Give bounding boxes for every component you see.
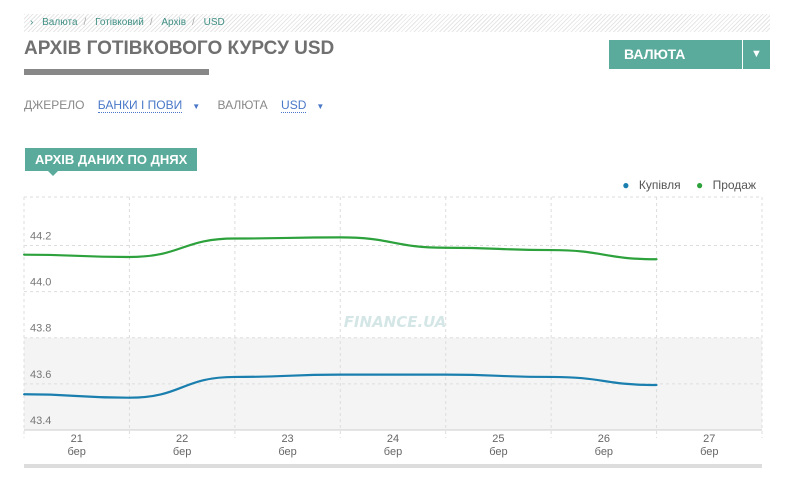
currency-select[interactable]: USD (281, 98, 307, 113)
y-tick-label: 44.2 (30, 230, 51, 242)
data-point (233, 237, 236, 240)
x-tick-month: бер (384, 446, 402, 458)
data-point (128, 255, 131, 258)
x-tick-month: бер (595, 446, 613, 458)
breadcrumb-item[interactable]: Валюта (42, 17, 78, 28)
data-point (444, 246, 447, 249)
chart-legend: ● Купівля ● Продаж (610, 178, 756, 192)
legend-item-sell[interactable]: ● Продаж (695, 178, 756, 192)
chevron-right-icon: › (30, 17, 34, 28)
currency-label: ВАЛЮТА (217, 98, 268, 112)
breadcrumb-item[interactable]: Готівковий (95, 17, 144, 28)
data-point (23, 393, 25, 396)
data-point (233, 375, 236, 378)
caret-down-icon[interactable]: ▼ (192, 102, 201, 111)
data-point (444, 373, 447, 376)
x-tick-day: 22 (176, 433, 188, 445)
x-tick-month: бер (489, 446, 507, 458)
source-label: ДЖЕРЕЛО (24, 98, 85, 112)
x-tick-day: 23 (281, 433, 293, 445)
breadcrumb: › Валюта / Готівковий / Архів / USD (24, 14, 770, 32)
currency-menu-button[interactable]: ВАЛЮТА ▼ (609, 40, 770, 69)
section-tab: АРХІВ ДАНИХ ПО ДНЯХ (25, 148, 198, 176)
y-tick-label: 43.8 (30, 323, 51, 335)
legend-label: Купівля (638, 178, 681, 192)
currency-menu-label: ВАЛЮТА (624, 46, 686, 62)
x-tick-day: 24 (387, 433, 399, 445)
title-underline (24, 69, 209, 75)
data-point (550, 375, 553, 378)
x-tick-month: бер (173, 446, 191, 458)
watermark: FINANCE.UA (344, 313, 447, 331)
x-tick-day: 25 (492, 433, 504, 445)
x-tick-day: 26 (598, 433, 610, 445)
y-tick-label: 43.4 (30, 415, 51, 427)
caret-down-icon[interactable]: ▼ (316, 102, 325, 111)
legend-label: Продаж (712, 178, 756, 192)
breadcrumb-item[interactable]: USD (203, 17, 225, 28)
filters: ДЖЕРЕЛО БАНКИ І ПОВИ ▼ ВАЛЮТА USD ▼ (24, 98, 338, 113)
scrollbar (24, 464, 762, 468)
data-point (655, 384, 658, 387)
caret-down-icon: ▼ (742, 40, 770, 69)
x-tick-month: бер (68, 446, 86, 458)
data-point (339, 236, 342, 239)
x-tick-day: 27 (703, 433, 715, 445)
data-point (550, 249, 553, 252)
y-tick-label: 44.0 (30, 277, 51, 289)
data-point (655, 258, 658, 261)
x-tick-month: бер (278, 446, 296, 458)
data-point (128, 396, 131, 399)
data-point (23, 253, 25, 256)
y-tick-label: 43.6 (30, 369, 51, 381)
x-tick-day: 21 (71, 433, 83, 445)
breadcrumb-item[interactable]: Архів (161, 17, 187, 28)
page-title: АРХІВ ГОТІВКОВОГО КУРСУ USD (24, 38, 335, 59)
legend-item-buy[interactable]: ● Купівля (622, 178, 681, 192)
source-select[interactable]: БАНКИ І ПОВИ (97, 98, 183, 113)
x-tick-month: бер (700, 446, 718, 458)
data-point (339, 373, 342, 376)
